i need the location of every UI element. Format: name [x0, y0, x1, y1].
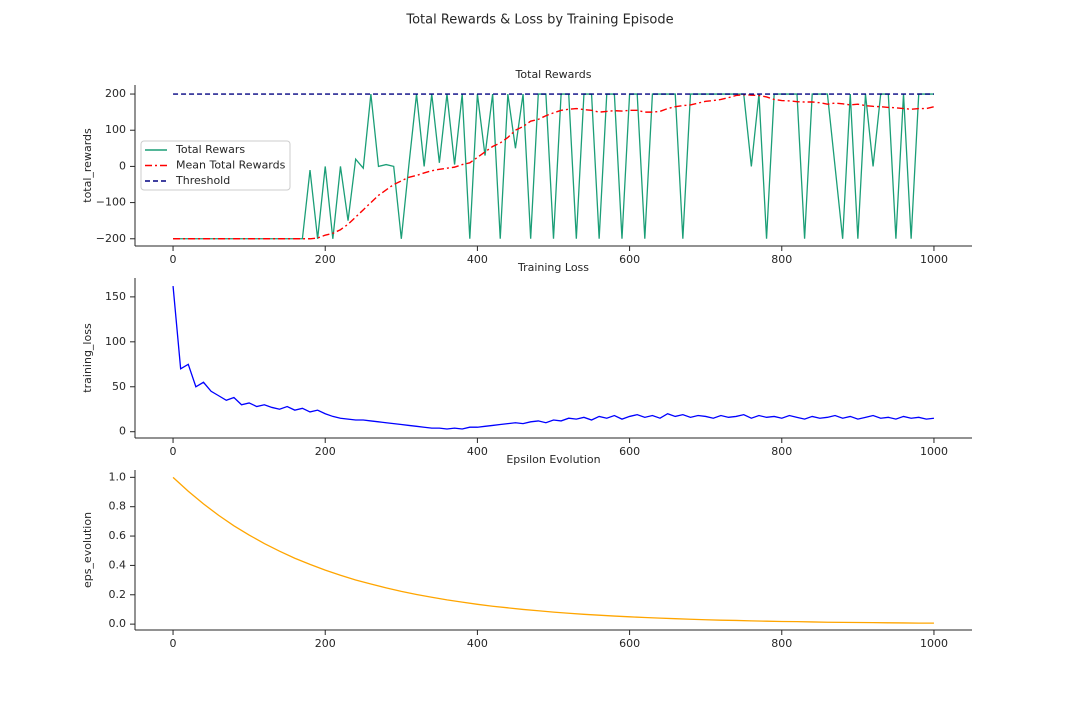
y-tick-label: 150 — [105, 290, 126, 303]
x-tick-label: 800 — [771, 253, 792, 266]
y-tick-label: 0 — [119, 159, 126, 172]
series-line — [173, 94, 935, 240]
x-tick-label: 1000 — [920, 253, 948, 266]
y-tick-label: 1.0 — [109, 470, 127, 483]
y-tick-label: 200 — [105, 87, 126, 100]
x-tick-label: 800 — [771, 445, 792, 458]
x-tick-label: 1000 — [920, 637, 948, 650]
series-line — [172, 286, 935, 430]
legend-label: Mean Total Rewards — [176, 159, 286, 172]
y-tick-label: 0.0 — [109, 617, 127, 630]
x-tick-label: 0 — [170, 637, 177, 650]
y-tick-label: 0.6 — [109, 529, 127, 542]
x-tick-label: 200 — [315, 253, 336, 266]
y-tick-label: 0 — [119, 425, 126, 438]
y-tick-label: −200 — [96, 232, 126, 245]
x-tick-label: 200 — [315, 637, 336, 650]
y-tick-label: 0.8 — [109, 500, 127, 513]
y-tick-label: 50 — [112, 380, 126, 393]
y-tick-label: 100 — [105, 335, 126, 348]
legend-label: Total Rewars — [175, 143, 245, 156]
x-tick-label: 1000 — [920, 445, 948, 458]
x-tick-label: 600 — [619, 445, 640, 458]
y-tick-label: −100 — [96, 196, 126, 209]
y-axis-label: training_loss — [81, 323, 94, 393]
y-tick-label: 0.4 — [109, 558, 127, 571]
subplot-title: Training Loss — [517, 261, 589, 274]
x-tick-label: 600 — [619, 637, 640, 650]
y-tick-label: 0.2 — [109, 588, 127, 601]
x-tick-label: 0 — [170, 445, 177, 458]
x-tick-label: 400 — [467, 637, 488, 650]
y-tick-label: 100 — [105, 123, 126, 136]
legend: Total Rewars Mean Total Rewards Threshold — [140, 140, 291, 191]
x-tick-label: 400 — [467, 445, 488, 458]
y-axis-label: total_rewards — [81, 128, 94, 203]
y-axis-label: eps_evolution — [81, 512, 94, 588]
legend-label: Threshold — [175, 174, 230, 187]
x-tick-label: 600 — [619, 253, 640, 266]
subplot-title: Total Rewards — [515, 68, 592, 81]
x-tick-label: 400 — [467, 253, 488, 266]
figure-title: Total Rewards & Loss by Training Episode — [405, 13, 673, 28]
x-tick-label: 200 — [315, 445, 336, 458]
legend-box — [140, 140, 291, 191]
x-tick-label: 800 — [771, 637, 792, 650]
x-tick-label: 0 — [170, 253, 177, 266]
series-line — [172, 476, 934, 624]
subplot-title: Epsilon Evolution — [506, 453, 600, 466]
